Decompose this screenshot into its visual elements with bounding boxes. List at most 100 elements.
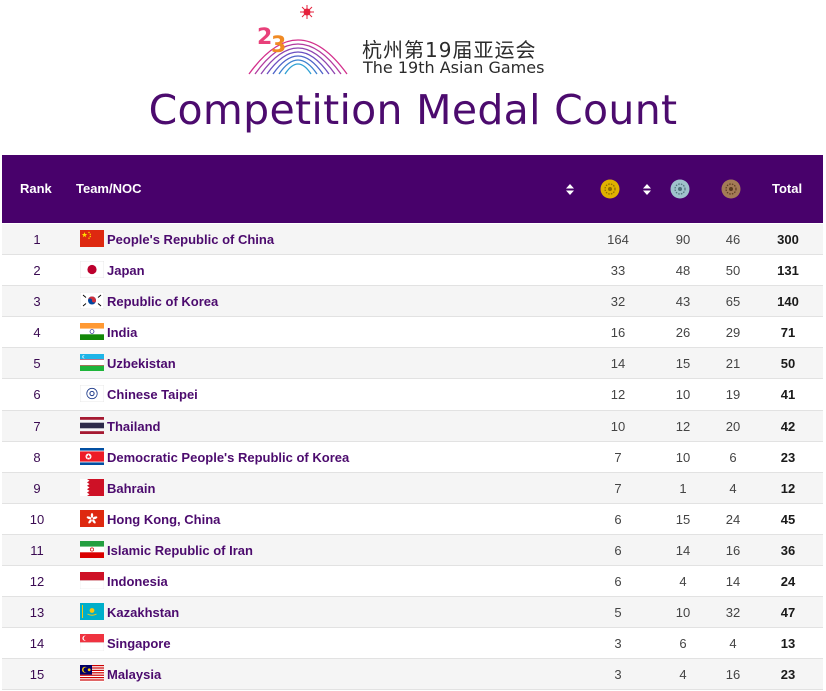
team-name-link[interactable]: Bahrain [107, 480, 156, 496]
rank-cell: 11 [30, 542, 44, 558]
table-row[interactable]: 13 Kazakhstan 5 10 32 47 [2, 597, 823, 629]
total-count: 24 [780, 574, 796, 590]
team-name-link[interactable]: Uzbekistan [107, 356, 176, 372]
bronze-count: 50 [725, 263, 741, 279]
team-name-link[interactable]: Republic of Korea [107, 294, 219, 310]
flag-thailand-icon [80, 416, 104, 434]
bronze-count: 65 [725, 294, 741, 310]
table-row[interactable]: 1 People's Republic of China 164 90 46 300 [2, 224, 823, 256]
gold-count: 164 [607, 232, 629, 247]
table-row[interactable]: 15 Malaysia 3 4 16 23 [2, 659, 823, 691]
table-row[interactable]: 12 Indonesia 6 4 14 24 [2, 566, 823, 598]
total-count: 71 [780, 325, 796, 341]
table-header: Rank Team/NOC Total [2, 155, 823, 223]
flag-china-icon [80, 230, 104, 247]
gold-count: 6 [614, 542, 622, 558]
team-name-link[interactable]: Hong Kong, China [107, 511, 221, 527]
rank-cell: 10 [29, 511, 45, 527]
table-row[interactable]: 10 Hong Kong, China 6 15 24 45 [2, 503, 823, 535]
rank-cell: 1 [33, 232, 41, 247]
page-title: Competition Medal Count [148, 86, 678, 134]
table-row[interactable]: 11 Islamic Republic of Iran 6 14 16 36 [2, 534, 823, 567]
table-row[interactable]: 8 Democratic People's Republic of Korea 7 1… [2, 441, 823, 473]
sort-team-icon[interactable] [566, 184, 574, 195]
sort-gold-icon[interactable] [643, 184, 651, 195]
team-name-link[interactable]: Thailand [107, 418, 161, 434]
bronze-count: 4 [729, 480, 737, 496]
table-row[interactable]: 3 Republic of Korea 32 43 65 140 [2, 286, 823, 318]
rank-column-header: Rank [20, 181, 52, 196]
bronze-count: 24 [725, 511, 741, 527]
flag-indonesia-icon [80, 572, 104, 590]
rank-cell: 13 [29, 605, 45, 621]
team-name-link[interactable]: Singapore [107, 636, 171, 652]
rank-cell: 3 [33, 294, 41, 310]
bronze-count: 32 [725, 605, 741, 621]
flag-dpr-korea-icon [80, 447, 104, 465]
gold-count: 32 [610, 294, 626, 310]
bronze-count: 20 [725, 418, 741, 434]
bronze-count: 16 [725, 542, 741, 558]
team-name-link[interactable]: Indonesia [107, 574, 168, 590]
silver-count: 1 [679, 480, 687, 496]
asian-games-emblem-icon: 2 3 [248, 5, 348, 75]
silver-count: 90 [675, 232, 691, 247]
flag-korea-icon [80, 292, 104, 310]
medal-table-body: 1 People's Republic of China 164 90 46 300 2 Ja… [2, 224, 823, 691]
team-name-link[interactable]: People's Republic of China [107, 232, 275, 247]
team-name-link[interactable]: Kazakhstan [107, 605, 180, 621]
total-count: 131 [777, 263, 799, 279]
rank-cell: 8 [33, 449, 41, 465]
table-row[interactable]: 4 India 16 26 29 71 [2, 317, 823, 349]
team-name-link[interactable]: Democratic People's Republic of Korea [107, 449, 350, 465]
table-row[interactable]: 2 Japan 33 48 50 131 [2, 255, 823, 287]
rank-cell: 7 [33, 418, 41, 434]
rank-cell: 15 [29, 667, 45, 683]
rank-cell: 14 [29, 636, 45, 652]
logo-english-text: The 19th Asian Games [363, 58, 545, 77]
asian-games-logo[interactable]: 2 3 杭州第19届亚运会 The 19th Asian Games [247, 4, 549, 77]
rank-cell: 5 [33, 356, 41, 372]
total-count: 12 [780, 480, 796, 496]
rank-cell: 2 [33, 263, 41, 279]
gold-medal-icon [600, 179, 620, 199]
flag-chinese-taipei-icon [80, 385, 104, 403]
total-count: 47 [780, 605, 796, 621]
flag-kazakhstan-icon [80, 603, 104, 621]
bronze-count: 16 [725, 667, 741, 683]
silver-count: 4 [679, 574, 687, 590]
team-name-link[interactable]: Malaysia [107, 667, 162, 683]
team-column-header: Team/NOC [76, 181, 142, 196]
flag-bahrain-icon [80, 478, 104, 496]
total-count: 140 [777, 294, 799, 310]
silver-count: 15 [675, 511, 691, 527]
team-name-link[interactable]: Japan [107, 263, 145, 279]
flag-india-icon [80, 323, 104, 341]
gold-count: 12 [610, 387, 626, 403]
flag-japan-icon [80, 261, 104, 279]
flag-malaysia-icon [80, 665, 104, 683]
bronze-medal-icon [721, 179, 741, 199]
flag-iran-icon [80, 540, 104, 558]
team-name-link[interactable]: Islamic Republic of Iran [107, 542, 253, 558]
gold-count: 5 [614, 605, 622, 621]
gold-count: 3 [614, 667, 622, 683]
bronze-count: 19 [725, 387, 741, 403]
table-row[interactable]: 14 Singapore 3 6 4 13 [2, 628, 823, 660]
silver-count: 10 [675, 605, 691, 621]
team-name-link[interactable]: Chinese Taipei [107, 387, 198, 403]
table-row[interactable]: 5 Uzbekistan 14 15 21 50 [2, 348, 823, 380]
gold-count: 7 [614, 480, 622, 496]
table-row[interactable]: 7 Thailand 10 12 20 42 [2, 410, 823, 442]
team-name-link[interactable]: India [107, 325, 138, 341]
total-count: 36 [780, 542, 796, 558]
silver-medal-icon [670, 179, 690, 199]
total-count: 23 [780, 449, 796, 465]
table-row[interactable]: 9 Bahrain 7 1 4 12 [2, 472, 823, 504]
table-row[interactable]: 6 Chinese Taipei 12 10 19 41 [2, 379, 823, 411]
silver-count: 4 [679, 667, 687, 683]
svg-text:3: 3 [271, 33, 286, 58]
bronze-count: 46 [725, 232, 741, 247]
gold-count: 6 [614, 511, 622, 527]
total-count: 300 [777, 232, 799, 247]
